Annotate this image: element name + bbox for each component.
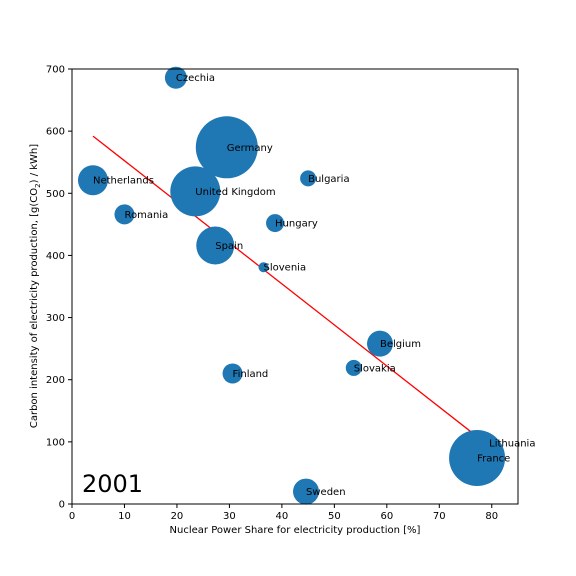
label-layer: Czechia Germany Bulgaria Netherlands United … [93,73,535,498]
bubble-belgium [367,330,394,357]
bubble-france [449,430,506,487]
x-tick-label: 20 [171,511,184,522]
x-tick-label: 10 [118,511,131,522]
point-label-hungary: Hungary [275,219,318,230]
y-tick-label: 600 [46,127,65,138]
y-tick-label: 0 [59,500,65,511]
y-tick-label: 500 [46,189,65,200]
x-tick-label: 50 [328,511,341,522]
y-axis: 0 100 200 300 400 500 600 700 [46,65,72,511]
x-tick-label: 0 [69,511,75,522]
point-label-czechia: Czechia [176,73,215,84]
bubble-czechia [164,66,187,89]
point-label-sweden: Sweden [306,487,346,498]
y-axis-label-subscript: 2 [34,183,42,187]
y-tick-label: 200 [46,375,65,386]
bubble-slovenia [258,262,269,273]
point-label-slovakia: Slovakia [354,363,396,374]
plot-frame [71,68,519,505]
point-label-belgium: Belgium [380,339,421,350]
x-tick-label: 60 [380,511,393,522]
point-label-bulgaria: Bulgaria [308,174,349,185]
x-tick-label: 70 [433,511,446,522]
y-tick-label: 700 [46,65,65,76]
bubble-hungary [266,214,285,233]
y-axis-label-part-1: Carbon intensity of electricity producti… [29,188,40,428]
trend-layer [92,135,493,449]
y-tick-label: 400 [46,251,65,262]
y-tick-label: 300 [46,313,65,324]
bubble-layer [77,66,506,505]
point-label-slovenia: Slovenia [264,263,307,274]
y-axis-label: Carbon intensity of electricity producti… [29,144,42,428]
x-tick-label: 80 [485,511,498,522]
point-label-romania: Romania [124,210,168,221]
bubble-germany [195,116,258,179]
point-label-france: France [477,454,510,465]
x-axis: 0 10 20 30 40 50 60 70 80 [69,504,498,522]
y-tick-label: 100 [46,437,65,448]
year-label: 2001 [82,470,143,498]
y-axis-label-part-2: ) / kWh] [29,144,40,184]
bubble-bulgaria [300,170,317,187]
bubble-finland [222,363,243,384]
point-label-spain: Spain [215,241,243,252]
bubble-spain [196,226,235,265]
bubble-united-kingdom [170,166,221,217]
x-tick-label: 30 [223,511,236,522]
bubble-sweden [293,478,320,505]
x-axis-label: Nuclear Power Share for electricity prod… [170,525,421,536]
point-label-lithuania: Lithuania [489,439,535,450]
bubble-romania [114,204,135,225]
x-tick-label: 40 [276,511,289,522]
point-label-netherlands: Netherlands [93,176,154,187]
point-label-finland: Finland [233,369,269,380]
point-label-united-kingdom: United Kingdom [195,187,275,198]
point-label-germany: Germany [227,143,273,154]
bubble-netherlands [77,165,108,196]
trend-line [92,135,493,449]
bubble-slovakia [345,359,362,376]
